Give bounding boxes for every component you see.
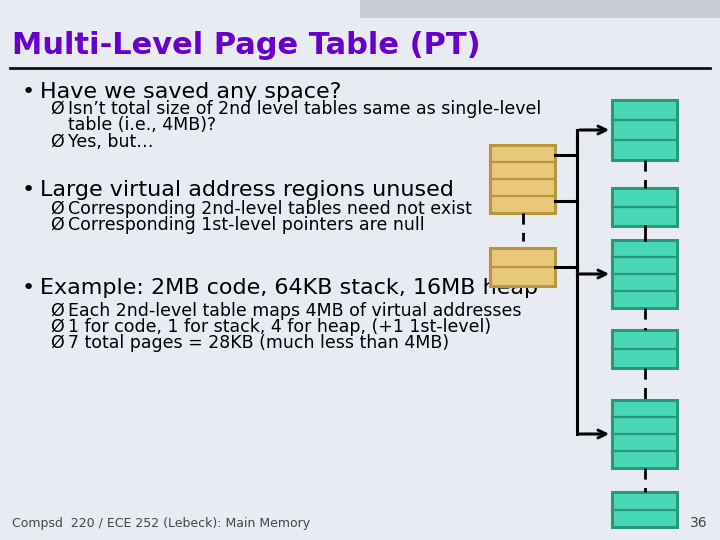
Text: •: • xyxy=(22,180,35,200)
Bar xyxy=(612,400,677,468)
Text: Multi-Level Page Table (PT): Multi-Level Page Table (PT) xyxy=(12,31,481,60)
Text: 1 for code, 1 for stack, 4 for heap, (+1 1st-level): 1 for code, 1 for stack, 4 for heap, (+1… xyxy=(68,318,491,336)
Text: 36: 36 xyxy=(690,516,708,530)
Bar xyxy=(490,145,555,213)
Text: •: • xyxy=(22,278,35,298)
Text: Ø: Ø xyxy=(50,200,64,218)
Bar xyxy=(360,0,720,18)
Text: table (i.e., 4MB)?: table (i.e., 4MB)? xyxy=(68,116,216,134)
Text: Ø: Ø xyxy=(50,302,64,320)
Text: Have we saved any space?: Have we saved any space? xyxy=(40,82,341,102)
Text: Ø: Ø xyxy=(50,318,64,336)
Text: •: • xyxy=(22,82,35,102)
Text: 7 total pages = 28KB (much less than 4MB): 7 total pages = 28KB (much less than 4MB… xyxy=(68,334,449,352)
Text: Corresponding 1st-level pointers are null: Corresponding 1st-level pointers are nul… xyxy=(68,216,425,234)
Bar xyxy=(612,492,677,527)
Text: Ø: Ø xyxy=(50,334,64,352)
Text: Large virtual address regions unused: Large virtual address regions unused xyxy=(40,180,454,200)
Text: Ø: Ø xyxy=(50,133,64,151)
Bar xyxy=(612,240,677,308)
Text: Corresponding 2nd-level tables need not exist: Corresponding 2nd-level tables need not … xyxy=(68,200,472,218)
Text: Yes, but…: Yes, but… xyxy=(68,133,153,151)
Bar xyxy=(612,188,677,226)
Bar xyxy=(612,330,677,368)
Text: Ø: Ø xyxy=(50,216,64,234)
Text: Each 2nd-level table maps 4MB of virtual addresses: Each 2nd-level table maps 4MB of virtual… xyxy=(68,302,521,320)
Text: Compsd  220 / ECE 252 (Lebeck): Main Memory: Compsd 220 / ECE 252 (Lebeck): Main Memo… xyxy=(12,517,310,530)
Text: Example: 2MB code, 64KB stack, 16MB heap: Example: 2MB code, 64KB stack, 16MB heap xyxy=(40,278,538,298)
Text: Ø: Ø xyxy=(50,100,64,118)
Text: Isn’t total size of 2nd level tables same as single-level: Isn’t total size of 2nd level tables sam… xyxy=(68,100,541,118)
Bar xyxy=(490,248,555,286)
Bar xyxy=(612,100,677,160)
